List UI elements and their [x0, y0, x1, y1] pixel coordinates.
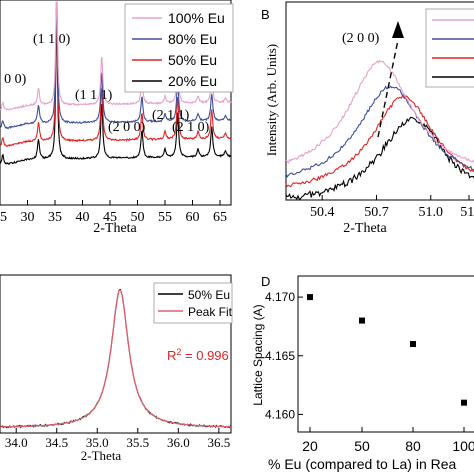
x-tick-label-a: 55	[158, 210, 172, 225]
x-tick-label-c: 35.0	[86, 435, 109, 450]
legend-c-box	[153, 282, 233, 324]
legend-c-label: 50% Eu	[188, 288, 230, 302]
x-tick-label-a: 60	[186, 210, 200, 225]
panel-c: 50% Eu Peak Fit R2 = 0.996 34.0 34.5 35.0 35.5…	[0, 274, 233, 463]
legend-a-label: 20% Eu	[168, 73, 217, 89]
r-squared-r: R	[167, 348, 176, 363]
x-tick-label-b: 51.0	[419, 205, 444, 220]
panel-d-frame	[297, 275, 474, 433]
legend-a-label: 100% Eu	[168, 10, 225, 26]
legend-c-label: Peak Fit	[188, 305, 233, 319]
r-squared-annotation: R2 = 0.996	[167, 347, 229, 363]
peak-label: (1 1 0)	[33, 32, 71, 47]
series-line-c-fit	[0, 289, 231, 428]
panel-a: ( 0 0) (1 1 0) (1 1 1) (2 0 0) (2 1 1)(2 1 0…	[0, 0, 234, 236]
x-tick-label-c: 34.0	[5, 435, 28, 450]
x-tick-label-c: 36.5	[207, 435, 230, 450]
x-tick-label-b: 50.7	[364, 205, 389, 220]
panel-title-d: D	[261, 274, 270, 289]
legend-b-box	[425, 8, 474, 88]
x-tick-label-a: 35	[48, 210, 62, 225]
legend-a-label: 80% Eu	[168, 31, 217, 47]
peak-label: (2 0 0)	[108, 120, 146, 135]
peak-label-b: (2 0 0)	[342, 31, 380, 46]
y-axis-title-b: Intensity (Arb. Units)	[264, 44, 279, 156]
scatter-point-d	[307, 294, 313, 301]
scatter-point-d	[359, 317, 365, 324]
legend-c: 50% Eu Peak Fit	[153, 282, 233, 324]
peak-label: ( 0 0)	[0, 72, 27, 87]
series-line-a-0	[0, 1, 232, 111]
x-tick-label-a: 50	[131, 210, 145, 225]
x-axis-title-b: 2-Theta	[343, 221, 387, 236]
x-tick-label-a: 25	[0, 210, 7, 225]
series-line-b-1	[285, 85, 474, 178]
peak-label: (1 1 1)	[75, 88, 113, 103]
x-tick-label-c: 36.0	[167, 435, 190, 450]
y-tick-label-d: 4.165	[265, 349, 295, 363]
x-axis-title-c: 2-Theta	[81, 448, 122, 463]
x-tick-label-a: 45	[103, 210, 117, 225]
r-squared-sup: 2	[176, 347, 181, 357]
legend-b	[425, 8, 474, 88]
series-line-b-0	[285, 59, 474, 164]
x-tick-label-d: 80	[405, 438, 421, 454]
x-tick-label-d: 20	[302, 438, 318, 454]
x-tick-label-d: 100	[452, 438, 474, 454]
x-axis-title-a: 2-Theta	[93, 221, 137, 236]
legend-a-label: 50% Eu	[168, 52, 217, 68]
panel-b: B (2 0 0) 50.4 50.7 51.0 51. 2-Theta Intensity …	[261, 1, 474, 236]
x-tick-label-a: 30	[21, 210, 35, 225]
series-line-a-2	[0, 7, 232, 147]
legend-a: 100% Eu 80% Eu 50% Eu 20% Eu	[124, 3, 234, 93]
x-tick-label-a: 40	[76, 210, 90, 225]
y-tick-label-d: 4.160	[265, 407, 295, 421]
y-axis-title-d: Lattice Spacing (A)	[251, 304, 265, 405]
x-tick-label-a: 65	[213, 210, 227, 225]
x-tick-label-c: 34.5	[45, 435, 68, 450]
x-tick-label-d: 50	[354, 438, 370, 454]
series-line-b-3	[285, 116, 474, 201]
peak-label: (2 1 0)	[172, 120, 210, 135]
legend-a-box	[124, 3, 234, 93]
trend-arrowhead	[392, 21, 404, 38]
series-line-a-3	[0, 20, 232, 165]
series-line-b-2	[285, 95, 474, 188]
scatter-point-d	[461, 399, 467, 406]
x-tick-label-c: 35.5	[126, 435, 149, 450]
panel-letter-b: B	[261, 7, 270, 22]
x-tick-label-b: 50.4	[310, 205, 335, 220]
r-squared-value: = 0.996	[181, 348, 228, 363]
x-tick-label-b: 51.	[460, 205, 474, 220]
scatter-point-d	[410, 341, 416, 348]
peak-label: (2 1 1)	[152, 108, 190, 123]
series-line-a-1	[0, 1, 232, 130]
y-tick-label-d: 4.170	[265, 290, 295, 304]
trend-dashed-line	[377, 39, 399, 138]
x-axis-title-d: % Eu (compared to La) in Rea	[268, 456, 457, 472]
